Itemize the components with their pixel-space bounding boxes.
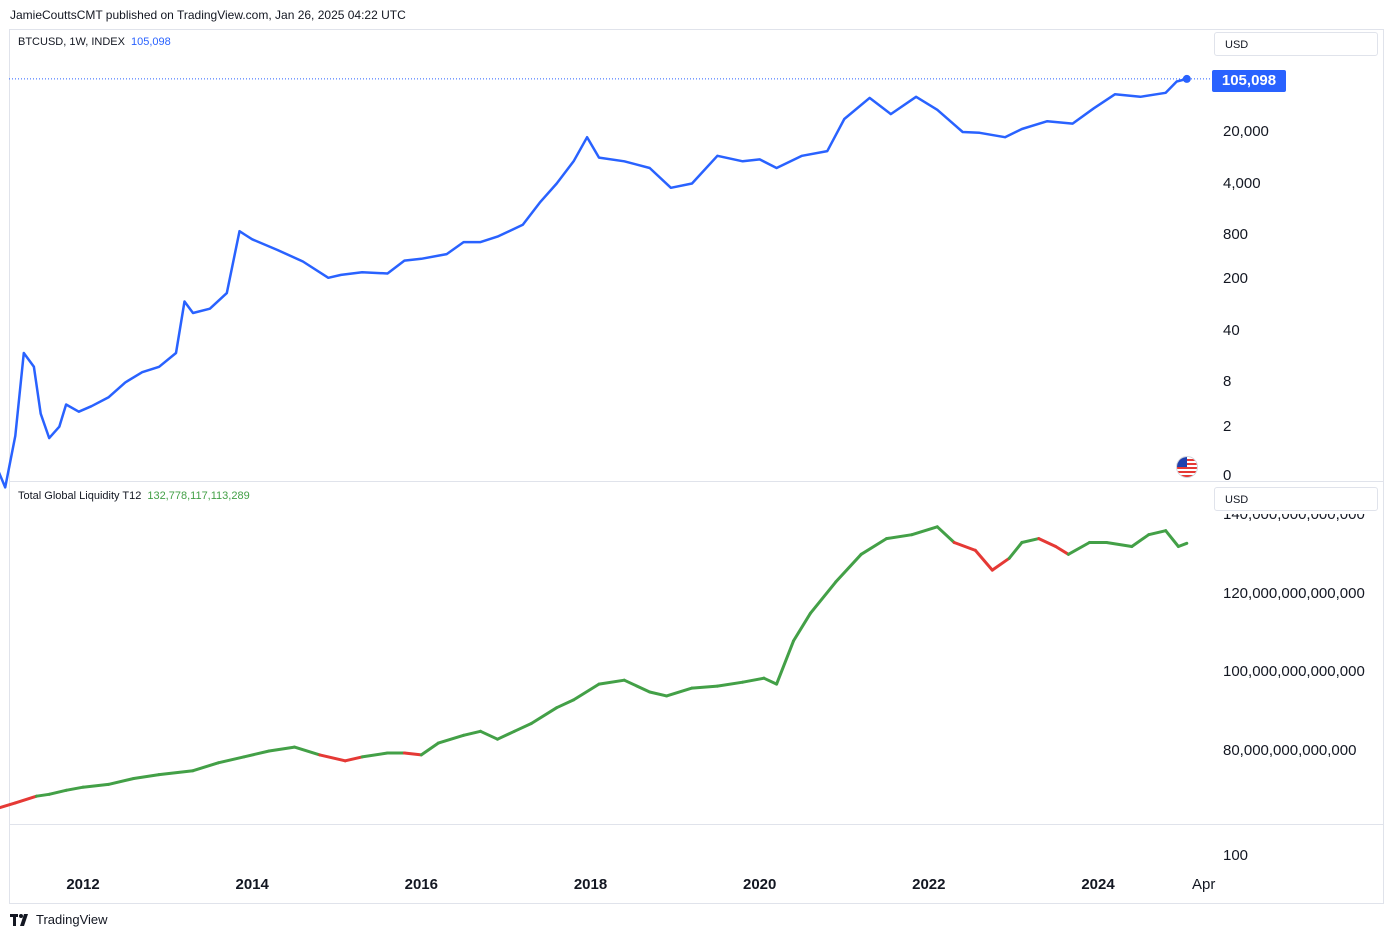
btc-y-tick-label: 200 [1223,270,1249,288]
liquidity-segment [1054,545,1070,556]
btc-y-tick-label: 8 [1223,373,1232,391]
time-axis-tick-label: 2016 [404,876,438,893]
btc-y-tick-label: 20,000 [1223,123,1269,140]
liquidity-segment [990,556,1011,572]
btc-y-tick-label: 800 [1223,226,1249,243]
time-axis-tick-label: 2024 [1081,876,1115,893]
lower-pane-y-tick-label: 100 [1223,847,1249,864]
btc-y-tick-label: 0 [1223,467,1232,484]
liquidity-segment [1130,533,1151,548]
liquidity-name: Total Global Liquidity T12 [18,490,142,502]
liquidity-segment [419,741,440,757]
btc-y-tick-label: 4,000 [1223,174,1261,192]
liquidity-segment [496,729,516,741]
btc-legend[interactable]: BTCUSD, 1W, INDEX 105,098 [18,36,171,48]
btc-last-price-badge: 105,098 [1212,70,1286,92]
liquidity-segment [512,722,533,733]
liquidity-segment [216,755,246,765]
liquidity-segment [132,773,161,780]
liquidity-segment [318,753,347,763]
liquidity-segment [1037,537,1058,548]
us-flag-icon[interactable] [1176,456,1198,478]
liquidity-segment [1176,541,1189,548]
liquidity-segment [622,678,652,694]
liquidity-segment [792,611,812,643]
liquidity-segment [690,684,719,690]
btc-legend-value: 105,098 [130,36,171,48]
liquidity-segment [242,749,271,759]
liquidity-segment [572,682,601,702]
publisher-line: JamieCouttsCMT published on TradingView.… [10,8,406,22]
time-axis-tick-label: 2014 [235,876,269,893]
liquidity-segment [648,690,669,698]
liquidity-segment [106,777,136,786]
liquidity-segment [479,729,499,741]
liquidity-segment [529,706,559,725]
liquidity-segment [436,733,466,745]
liquidity-segment [859,537,888,556]
time-axis-tick-label: 2018 [573,876,608,893]
btc-y-tick-label: 40 [1223,321,1240,339]
liquidity-segment [715,680,745,688]
liquidity-segment [973,548,994,572]
liquidity-segment [762,676,779,686]
liquidity-segment [741,676,766,684]
liquidity-segment [935,525,956,544]
btc-price-line [0,77,1188,489]
liquidity-segment [360,751,389,759]
liquidity-segment [13,794,38,805]
pane-separator-2[interactable] [9,824,1384,825]
liquidity-segment [665,686,694,698]
tradingview-logo-icon [10,913,28,926]
btc-currency-button[interactable]: USD [1214,32,1378,56]
time-axis-tick-label: 2012 [66,876,100,893]
liquidity-segment [0,801,17,810]
liquidity-segment [1105,541,1134,548]
liquidity-segment [775,639,795,686]
liquidity-segment [1007,541,1024,560]
btc-y-tick-label: 2 [1223,417,1232,435]
time-axis-tick-label: 2020 [743,876,777,893]
liquidity-segment [555,698,576,710]
liquidity-segment [952,541,977,552]
liquidity-segment [402,751,423,757]
liquidity-y-tick-label: 120,000,000,000,000 [1223,584,1365,602]
btc-last-point [1182,74,1191,83]
liquidity-currency-button[interactable]: USD [1214,487,1378,511]
time-axis-tick-label: 2022 [912,876,946,893]
liquidity-y-tick-label: 100,000,000,000,000 [1223,663,1365,681]
liquidity-segment [47,788,68,796]
liquidity-segment [157,769,195,777]
pane-separator-1[interactable] [9,481,1384,482]
liquidity-segment [1147,529,1168,537]
liquidity-y-tick-label: 80,000,000,000,000 [1223,742,1357,759]
liquidity-legend[interactable]: Total Global Liquidity T12 132,778,117,11… [18,490,250,502]
liquidity-y-tick-label: 140,000,000,000,000 [1223,506,1365,523]
liquidity-segment [191,761,220,773]
liquidity-segment [1066,541,1091,556]
liquidity-segment [267,745,296,753]
liquidity-legend-value: 132,778,117,113,289 [147,490,250,502]
liquidity-segment [343,755,364,763]
footer-brand: TradingView [36,912,108,927]
time-axis-tick-label: Apr [1192,876,1216,893]
liquidity-segment [35,792,51,798]
liquidity-segment [1020,537,1041,544]
liquidity-segment [462,729,482,737]
liquidity-segment [81,782,110,789]
footer[interactable]: TradingView [10,912,108,927]
btc-symbol: BTCUSD, 1W, INDEX [18,36,125,48]
liquidity-segment [293,745,322,757]
liquidity-segment [834,552,863,584]
liquidity-segment [808,580,838,615]
liquidity-segment [597,678,626,686]
liquidity-segment [1164,529,1180,548]
liquidity-segment [885,533,914,541]
liquidity-segment [910,525,939,537]
liquidity-segment [64,785,85,792]
